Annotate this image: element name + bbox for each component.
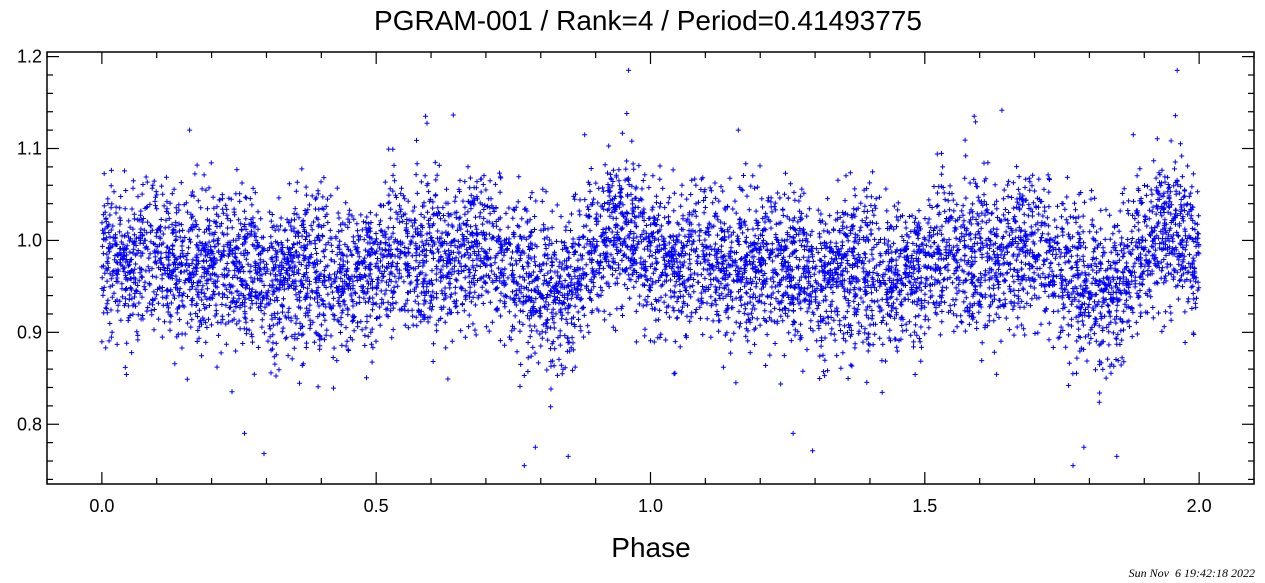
y-tick-label: 1.0 [17,230,42,250]
chart-title: PGRAM-001 / Rank=4 / Period=0.41493775 [374,5,922,36]
timestamp: Sun Nov 6 19:42:18 2022 [1129,566,1255,580]
axis-tick-labels: 0.0 0.5 1.0 1.5 2.0 0.8 0.9 1.0 1.1 1.2 [17,47,1212,516]
y-tick-label: 1.1 [17,139,42,159]
x-axis-label: Phase [611,532,690,563]
x-tick-label: 2.0 [1187,496,1212,516]
y-tick-label: 1.2 [17,47,42,67]
data-points [99,67,1202,469]
x-tick-label: 1.5 [912,496,937,516]
y-tick-label: 0.9 [17,322,42,342]
x-tick-label: 0.5 [364,496,389,516]
scatter-markers [99,67,1202,469]
x-tick-label: 0.0 [89,496,114,516]
axis-ticks [46,52,1255,484]
x-tick-label: 1.0 [638,496,663,516]
y-tick-label: 0.8 [17,414,42,434]
